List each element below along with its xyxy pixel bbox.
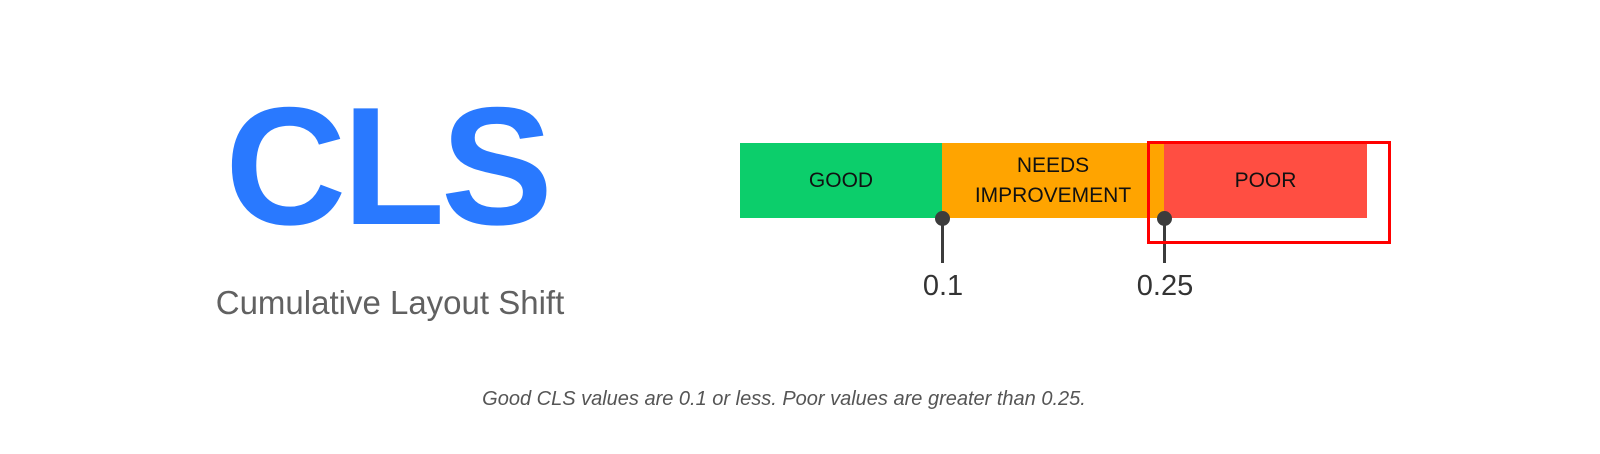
caption: Good CLS values are 0.1 or less. Poor va… [482,388,1086,410]
threshold-dot-0-25 [1157,211,1172,226]
threshold-line-0-25 [1163,218,1166,263]
segment-poor: POOR [1164,143,1367,218]
threshold-label-0-1: 0.1 [922,270,964,302]
metric-abbreviation: CLS [225,72,553,260]
threshold-dot-0-1 [935,211,950,226]
metric-full-name: Cumulative Layout Shift [215,284,565,321]
poor-highlight-box [1147,141,1391,244]
segment-needs-improvement: NEEDS IMPROVEMENT [942,143,1164,218]
segment-good: GOOD [740,143,942,218]
threshold-line-0-1 [941,218,944,263]
threshold-label-0-25: 0.25 [1136,270,1194,302]
